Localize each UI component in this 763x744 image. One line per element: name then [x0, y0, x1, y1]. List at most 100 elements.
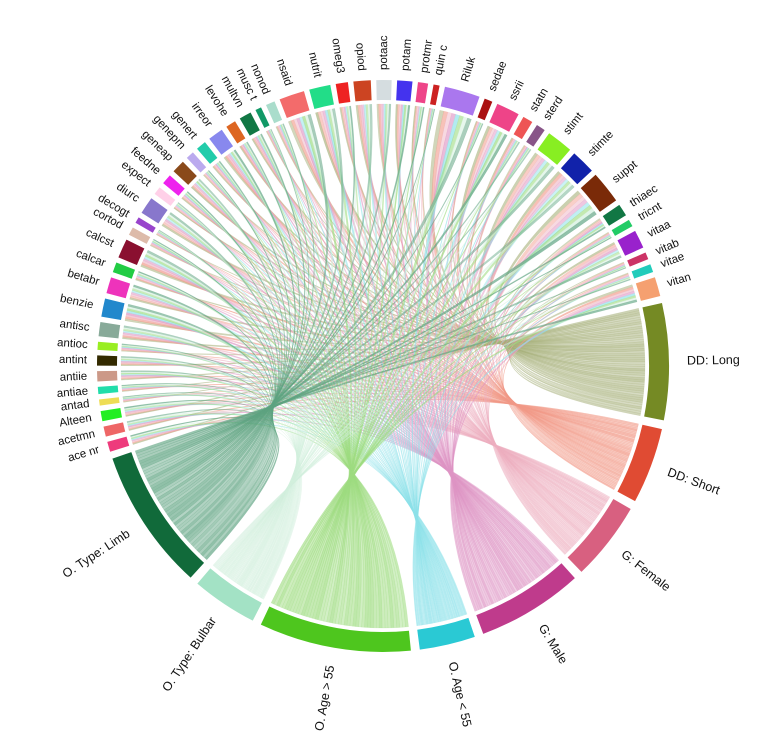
chord-link: [123, 393, 608, 503]
chord-link: [414, 122, 481, 625]
sector-label: G: Male: [536, 622, 571, 667]
chords-layer: [120, 103, 646, 629]
sector-calcst: [118, 239, 145, 266]
chord-link: [256, 135, 444, 622]
chord-link: [450, 121, 623, 475]
chord-link: [205, 171, 448, 621]
sector-label: vitan: [666, 271, 693, 289]
chord-link: [145, 251, 299, 593]
sector-potaac: [376, 80, 392, 101]
chord-link: [138, 236, 612, 464]
sector-o-type-bulbar: [197, 568, 262, 621]
chord-link: [410, 106, 506, 600]
sector-genert: [197, 142, 218, 164]
sector-label: G: Female: [619, 547, 674, 594]
sector-label: nutrit: [306, 51, 324, 79]
chord-link: [139, 226, 606, 467]
chord-link: [478, 152, 644, 399]
chord-link: [128, 310, 640, 431]
chord-link: [121, 345, 389, 629]
sector-antisc: [98, 321, 121, 339]
chord-link: [309, 108, 434, 619]
sector-label: betabr: [66, 267, 101, 288]
sector-alteen: [100, 407, 123, 422]
chord-link: [162, 128, 310, 511]
sector-label: Riluk: [459, 55, 478, 83]
chord-link: [229, 152, 446, 621]
chord-link: [501, 273, 629, 489]
sector-irreor: [209, 129, 234, 155]
sector-musc-t: [255, 107, 270, 128]
sector-vitab: [627, 252, 649, 267]
chord-link: [490, 193, 619, 483]
chord-link: [143, 148, 532, 477]
sector-label: stimte: [586, 129, 616, 159]
sector-opiod: [353, 80, 372, 102]
chord-link: [140, 210, 597, 470]
chord-link: [173, 191, 283, 526]
chord-link: [157, 230, 369, 628]
sector-potam: [396, 80, 413, 102]
chord-link: [214, 266, 626, 569]
chord-link: [183, 194, 532, 584]
chord-link: [145, 141, 521, 480]
chord-link: [213, 277, 631, 568]
chord-link: [216, 162, 356, 627]
sector-statn: [513, 116, 533, 140]
chord-link: [150, 243, 634, 444]
sector-antiie: [97, 370, 118, 382]
chord-link: [166, 149, 296, 517]
chord-link: [136, 276, 602, 513]
chord-link: [130, 422, 409, 628]
chord-link: [123, 327, 298, 595]
chord-link: [169, 212, 280, 531]
chord-link: [174, 202, 281, 529]
chord-link: [146, 133, 508, 482]
sector-suppt: [580, 174, 617, 212]
chord-link: [135, 278, 631, 457]
chord-link: [276, 265, 626, 607]
chord-link: [398, 104, 507, 599]
chord-link: [205, 172, 529, 586]
sector-label: stimt: [561, 110, 586, 137]
chord-link: [457, 125, 645, 392]
sector-vitaa: [617, 230, 644, 256]
sector-label: O. Type: Limb: [60, 527, 133, 581]
chord-link: [277, 125, 589, 531]
chord-link: [157, 108, 344, 504]
sector-label: antint: [59, 354, 88, 367]
sector-protmr: [415, 82, 429, 104]
chord-link: [212, 297, 637, 567]
chord-link: [122, 394, 400, 628]
chord-link: [342, 106, 586, 534]
chord-link: [182, 196, 633, 450]
sector-label: vitaa: [646, 218, 674, 240]
chord-link: [148, 117, 472, 487]
chord-link: [415, 130, 501, 625]
sector-label: potaac: [378, 35, 390, 70]
chord-link: [156, 105, 356, 501]
chord-link: [142, 165, 555, 475]
chord-link: [460, 138, 577, 545]
chord-link: [160, 123, 315, 508]
sector-calcar: [112, 262, 136, 279]
sector-label: potam: [400, 39, 414, 72]
chord-link: [163, 133, 306, 513]
chord-link: [494, 190, 643, 403]
sector-feedne: [163, 175, 185, 196]
sector-vitan: [635, 277, 661, 301]
sector-genepm: [186, 152, 207, 173]
sector-ssrii: [489, 103, 519, 132]
sector-label: protmr: [419, 39, 436, 74]
chord-link: [141, 184, 575, 472]
sector-label: O. Age > 55: [312, 664, 337, 732]
chord-link: [443, 139, 517, 604]
chord-link: [244, 142, 353, 626]
chord-link: [295, 147, 530, 615]
chord-link: [253, 136, 591, 528]
chord-link: [267, 130, 590, 529]
chord-link: [488, 288, 635, 555]
sector-sterd: [526, 124, 545, 147]
chord-link: [137, 272, 298, 593]
chord-link: [137, 273, 377, 629]
